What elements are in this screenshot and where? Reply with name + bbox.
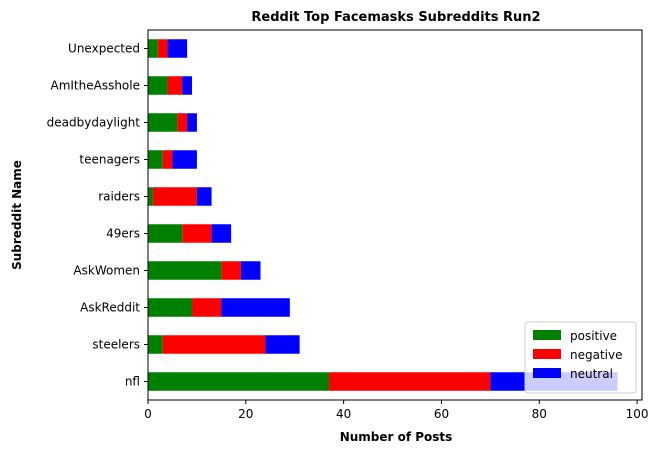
y-tick-label: AskWomen [73,264,140,278]
legend-label-negative: negative [570,348,622,362]
y-tick-label: nfl [125,375,140,389]
bar-AmItheAsshole-neutral [182,76,193,95]
bar-teenagers-neutral [172,150,197,169]
chart-title: Reddit Top Facemasks Subreddits Run2 [251,10,540,25]
bar-AskReddit-neutral [221,298,290,317]
bar-steelers-negative [162,335,266,354]
bar-steelers-positive [148,335,163,354]
x-tick-label: 100 [626,407,649,421]
y-axis-label: Subreddit Name [10,160,24,270]
bar-raiders-negative [152,187,197,206]
bar-teenagers-positive [148,150,163,169]
y-tick-label: raiders [98,190,140,204]
legend-swatch-neutral [533,368,561,378]
bar-AskReddit-negative [192,298,222,317]
y-axis-ticks: nfl steelers AskReddit AskWomen 49ers raiders… [47,42,148,389]
y-tick-label: 49ers [106,227,140,241]
bar-49ers-negative [182,224,212,243]
legend-swatch-negative [533,349,561,359]
bar-nfl-positive [148,372,329,391]
bar-raiders-neutral [196,187,212,206]
bar-49ers-positive [148,224,183,243]
bar-AmItheAsshole-positive [148,76,168,95]
y-tick-label: Unexpected [68,42,140,56]
y-tick-label: teenagers [79,153,140,167]
x-tick-label: 80 [532,407,547,421]
y-tick-label: AmItheAsshole [50,79,140,93]
bar-nfl-negative [328,372,491,391]
y-tick-label: deadbydaylight [47,116,141,130]
x-tick-label: 20 [238,407,253,421]
y-tick-label: steelers [92,338,140,352]
bar-raiders-positive [148,187,153,206]
legend-label-positive: positive [570,329,617,343]
plot-frame [147,29,643,401]
bar-deadbydaylight-neutral [187,113,197,132]
bar-49ers-neutral [211,224,232,243]
bar-AskWomen-positive [148,261,222,280]
bar-Unexpected-negative [157,39,168,58]
bar-Unexpected-neutral [167,39,188,58]
bar-deadbydaylight-negative [177,113,188,132]
legend-label-neutral: neutral [570,367,613,381]
y-tick-label: AskReddit [80,301,140,315]
x-tick-label: 0 [144,407,152,421]
x-axis-ticks: 0 20 40 60 80 100 [144,400,649,421]
x-tick-label: 60 [434,407,449,421]
bar-deadbydaylight-positive [148,113,178,132]
legend-swatch-positive [533,330,561,340]
bars-group [148,39,618,391]
legend: positive negative neutral [524,321,637,394]
bar-Unexpected-positive [148,39,158,58]
x-tick-label: 40 [336,407,351,421]
bar-AmItheAsshole-negative [167,76,183,95]
bar-steelers-neutral [265,335,300,354]
bar-AskWomen-negative [221,261,241,280]
bar-AskReddit-positive [148,298,193,317]
x-axis-label: Number of Posts [340,430,453,444]
bar-AskWomen-neutral [240,261,261,280]
bar-teenagers-negative [162,150,173,169]
